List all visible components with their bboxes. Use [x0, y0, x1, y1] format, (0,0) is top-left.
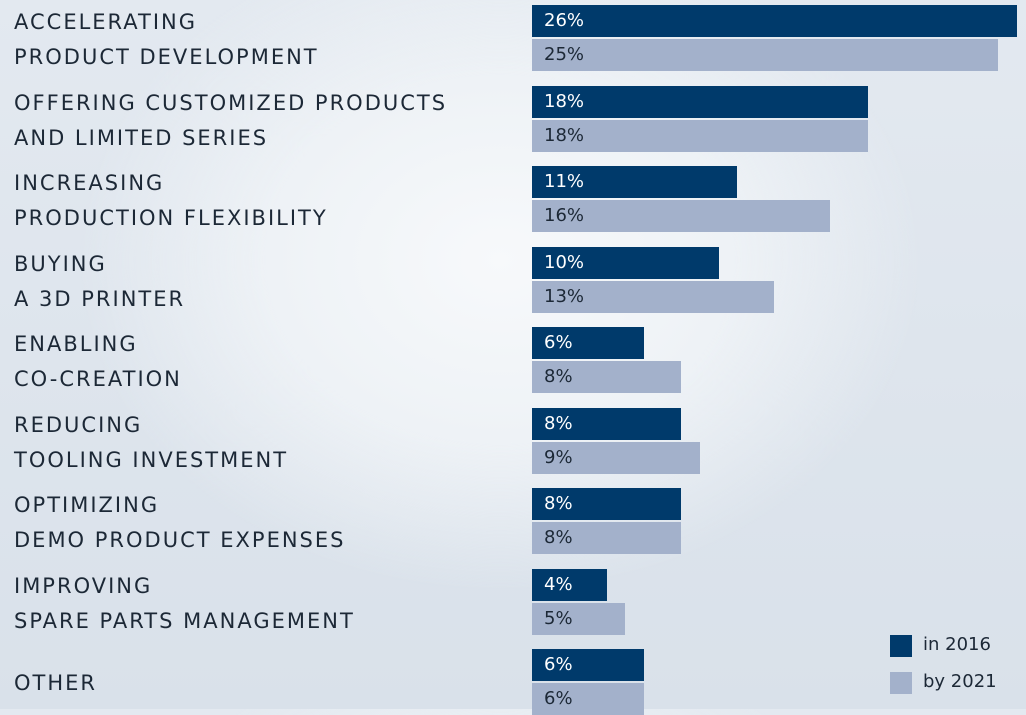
- bar: 11%: [532, 166, 738, 198]
- bar: 26%: [532, 5, 1017, 37]
- bar: 16%: [532, 200, 831, 232]
- bar: 8%: [532, 522, 682, 554]
- bar: 5%: [532, 602, 626, 635]
- value-label: 8%: [544, 412, 573, 434]
- value-label: 13%: [544, 285, 585, 307]
- value-label: 10%: [544, 251, 585, 273]
- value-label: 8%: [544, 493, 573, 514]
- legend-swatch: [890, 672, 912, 694]
- bar: 25%: [532, 39, 999, 71]
- category-label: OTHER: [14, 671, 98, 695]
- legend-swatch: [890, 635, 912, 657]
- bar: 18%: [532, 85, 868, 118]
- value-label: 6%: [544, 332, 573, 353]
- category-label: ACCELERATING PRODUCT DEVELOPMENT: [14, 10, 319, 69]
- value-label: 6%: [544, 688, 573, 709]
- value-label: 11%: [544, 171, 585, 192]
- value-label: 8%: [544, 527, 573, 548]
- value-label: 4%: [544, 573, 573, 595]
- bar: 8%: [532, 488, 682, 520]
- value-label: 6%: [544, 654, 573, 675]
- bar: 6%: [532, 327, 644, 359]
- bar: 9%: [532, 441, 700, 474]
- value-label: 18%: [544, 90, 585, 112]
- legend-label: in 2016: [923, 634, 991, 655]
- value-label: 26%: [544, 10, 585, 31]
- value-label: 18%: [544, 124, 585, 146]
- bar: 4%: [532, 568, 607, 601]
- category-label: BUYING A 3D PRINTER: [14, 251, 186, 311]
- bar: 6%: [532, 683, 644, 715]
- category-label: IMPROVING SPARE PARTS MANAGEMENT: [14, 573, 355, 633]
- bar: 10%: [532, 246, 719, 279]
- legend-label: by 2021: [923, 671, 997, 692]
- bar: 8%: [532, 407, 682, 440]
- value-label: 9%: [544, 446, 573, 468]
- bar: 6%: [532, 649, 644, 681]
- value-label: 8%: [544, 366, 573, 387]
- category-label: REDUCING TOOLING INVESTMENT: [14, 412, 289, 472]
- bar: 13%: [532, 280, 775, 313]
- value-label: 5%: [544, 607, 573, 629]
- category-label: ENABLING CO-CREATION: [14, 332, 182, 391]
- value-label: 25%: [544, 44, 585, 65]
- category-label: OFFERING CUSTOMIZED PRODUCTS AND LIMITED…: [14, 90, 448, 150]
- bar: 8%: [532, 361, 682, 393]
- category-label: OPTIMIZING DEMO PRODUCT EXPENSES: [14, 493, 346, 552]
- bar: 18%: [532, 119, 868, 152]
- category-label: INCREASING PRODUCTION FLEXIBILITY: [14, 171, 328, 230]
- value-label: 16%: [544, 205, 585, 226]
